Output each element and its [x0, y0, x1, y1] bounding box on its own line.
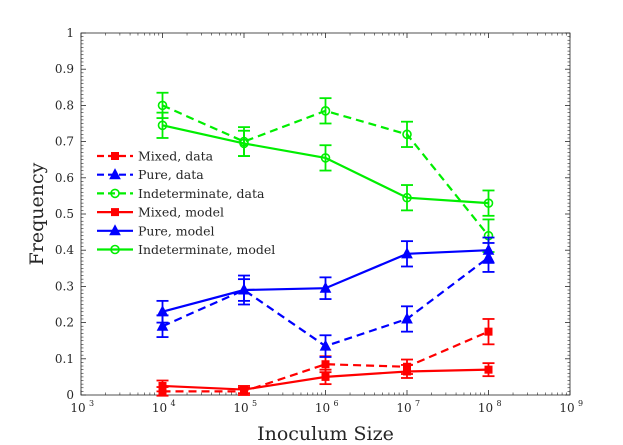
y-tick-label: 0.1	[55, 352, 74, 366]
y-tick-label: 1	[66, 26, 74, 40]
data-point	[320, 106, 331, 116]
legend-marker	[110, 188, 120, 199]
legend-marker	[110, 244, 120, 255]
data-point	[482, 243, 495, 255]
x-tick-label: 10	[233, 401, 248, 415]
legend-marker	[111, 152, 119, 160]
data-point	[239, 138, 249, 149]
y-tick-label: 0.6	[55, 171, 74, 185]
x-tick-exponent: 9	[578, 399, 583, 408]
series-mixed-model	[156, 362, 495, 395]
legend-label: Pure, model	[138, 223, 215, 238]
legend-label: Pure, data	[138, 167, 204, 182]
legend-label: Indeterminate, data	[138, 186, 265, 201]
x-tick-label: 10	[559, 401, 574, 415]
data-point	[484, 327, 493, 336]
x-tick-exponent: 3	[89, 399, 94, 408]
data-point	[483, 198, 494, 208]
x-tick-exponent: 7	[415, 399, 420, 408]
y-tick-label: 0.3	[55, 279, 74, 293]
legend-marker	[111, 208, 119, 217]
axis-ticks: 0 0.1 0.2 0.3 0.4 0.5 0.6 0.7 0.8 0.9 1 10 3 10 4 10 5 10…	[55, 26, 583, 415]
legend-label: Mixed, data	[138, 149, 214, 164]
data-point	[402, 129, 412, 140]
data-point	[157, 100, 168, 111]
legend-label: Mixed, model	[138, 205, 224, 220]
legend-item: Indeterminate, model	[97, 242, 275, 257]
y-axis-title: Frequency	[26, 162, 48, 265]
series-pure-model	[156, 236, 495, 324]
x-tick-label: 10	[478, 401, 493, 415]
series-line-mixed-data	[162, 330, 489, 393]
x-tick-exponent: 4	[171, 399, 176, 408]
legend-item: Pure, model	[97, 223, 215, 238]
y-tick-label: 0.4	[55, 243, 74, 257]
y-tick-label: 0	[66, 388, 74, 402]
data-point	[401, 312, 413, 324]
data-point	[157, 120, 168, 131]
series-indeterminate-model	[156, 111, 495, 217]
legend-marker	[109, 224, 121, 236]
series-layer	[156, 91, 495, 397]
x-tick-exponent: 6	[334, 399, 339, 408]
data-point	[320, 153, 331, 163]
data-point	[403, 367, 411, 376]
legend: Mixed, data Pure, data Indeterminate, data…	[97, 149, 275, 257]
data-point	[156, 305, 169, 317]
data-point	[321, 372, 330, 381]
x-tick-exponent: 8	[497, 399, 502, 408]
legend-item: Indeterminate, data	[97, 186, 265, 201]
data-point	[321, 360, 330, 369]
legend-label: Indeterminate, model	[138, 242, 275, 257]
x-tick-label: 10	[396, 401, 411, 415]
x-tick-label: 10	[152, 401, 167, 415]
y-tick-label: 0.2	[55, 316, 74, 330]
y-tick-label: 0.5	[55, 207, 74, 221]
legend-marker	[109, 168, 121, 180]
data-point	[156, 319, 169, 331]
data-point	[319, 281, 332, 293]
x-tick-label: 10	[315, 401, 330, 415]
y-tick-label: 0.9	[55, 62, 74, 76]
data-point	[484, 365, 493, 374]
data-point	[319, 339, 332, 351]
legend-item: Mixed, model	[97, 205, 224, 220]
x-tick-exponent: 5	[252, 399, 257, 408]
data-point	[401, 247, 413, 259]
y-tick-label: 0.7	[55, 135, 74, 149]
y-tick-label: 0.8	[55, 98, 74, 112]
data-point	[402, 192, 412, 203]
x-axis-title: Inoculum Size	[257, 423, 394, 445]
data-point	[158, 381, 167, 390]
x-tick-label: 10	[70, 401, 85, 415]
legend-item: Pure, data	[97, 167, 204, 182]
data-point	[240, 385, 248, 394]
legend-item: Mixed, data	[97, 149, 214, 164]
data-point	[238, 283, 250, 295]
